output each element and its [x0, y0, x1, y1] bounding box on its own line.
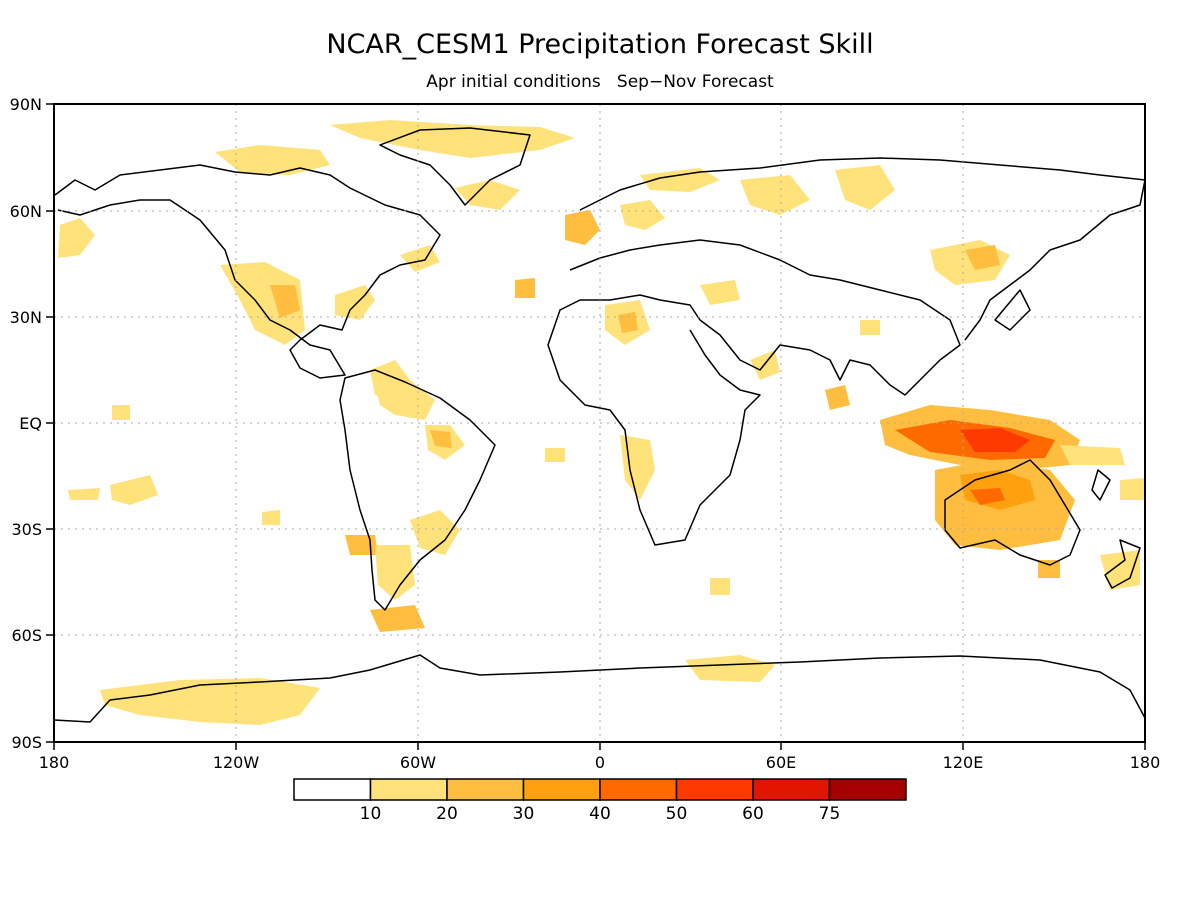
colorbar-tick-label: 30 [513, 804, 535, 824]
north-america-coastline [54, 164, 441, 379]
colorbar-swatch [522, 778, 601, 801]
colorbar-tick-label: 50 [666, 804, 688, 824]
longitude-labels: 180 120W 60W 0 60E 120E 180 [39, 753, 1161, 772]
colorbar: 10 20 30 40 50 60 75 [293, 778, 907, 824]
lat-label: 60N [10, 202, 42, 221]
lon-label: 120W [213, 753, 260, 772]
greenland-coastline [379, 127, 531, 206]
colorbar-swatch [675, 778, 754, 801]
lat-label: 30N [10, 308, 42, 327]
colorbar-swatch [752, 778, 831, 801]
map-plot-area [54, 104, 1145, 742]
colorbar-tick-label: 40 [589, 804, 611, 824]
colorbar-tick-label: 75 [819, 804, 841, 824]
axis-ticks [46, 103, 1146, 750]
north-eurasia-coastline [579, 157, 1145, 341]
lon-label: 0 [595, 753, 605, 772]
colorbar-tick-label: 60 [742, 804, 764, 824]
eurasia-africa-coastline [547, 239, 961, 546]
south-america-coastline [339, 369, 496, 611]
lon-label: 60E [766, 753, 796, 772]
lat-label: EQ [19, 414, 42, 433]
colorbar-tick-label: 20 [436, 804, 458, 824]
lon-label: 180 [1130, 753, 1161, 772]
antarctica-coastline [54, 654, 1145, 723]
latitude-labels: 90N 60N 30N EQ 30S 60S 90S [10, 95, 42, 752]
lat-label: 30S [11, 520, 42, 539]
map-title: NCAR_CESM1 Precipitation Forecast Skill [326, 29, 873, 60]
lat-label: 60S [11, 626, 42, 645]
skill-patch-greenland [330, 120, 575, 158]
lat-label: 90S [11, 733, 42, 752]
coastlines [54, 127, 1145, 723]
colorbar-swatch [293, 778, 372, 801]
skill-shading [58, 120, 1145, 725]
colorbar-swatch [828, 778, 907, 801]
colorbar-swatch [369, 778, 448, 801]
lat-label: 90N [10, 95, 42, 114]
colorbar-swatch [446, 778, 525, 801]
australia-coastline [944, 459, 1081, 566]
map-subtitle: Apr initial conditions Sep−Nov Forecast [426, 72, 774, 92]
lon-label: 180 [39, 753, 70, 772]
lon-label: 120E [943, 753, 984, 772]
lon-label: 60W [400, 753, 436, 772]
gridlines [54, 104, 1145, 742]
colorbar-swatch [599, 778, 678, 801]
colorbar-tick-label: 10 [360, 804, 382, 824]
skill-patch-antarctica [100, 678, 320, 725]
